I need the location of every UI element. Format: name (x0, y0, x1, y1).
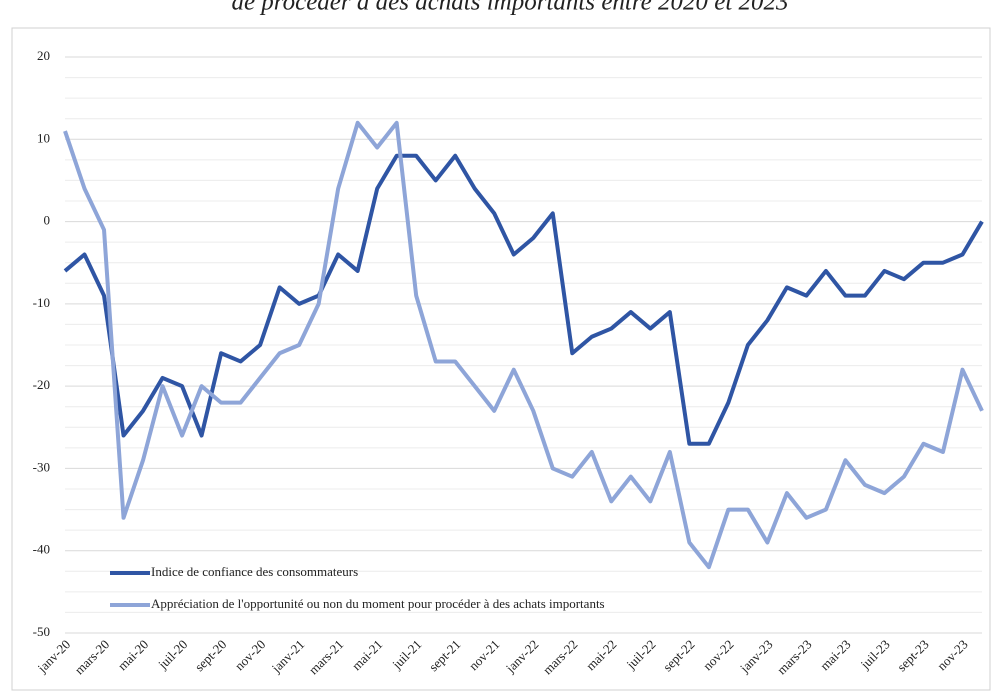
x-tick-label: mars-23 (774, 637, 815, 678)
x-tick-label: mars-20 (72, 637, 113, 678)
x-tick-label: sept-23 (894, 637, 932, 675)
chart-title: de procéder à des achats importants entr… (231, 0, 788, 16)
legend-label: Appréciation de l'opportunité ou non du … (151, 596, 605, 611)
x-tick-label: juil-21 (389, 637, 425, 673)
y-tick-label: -50 (33, 624, 50, 639)
chart-frame (11, 27, 991, 691)
x-tick-label: mai-20 (115, 637, 152, 674)
x-tick-label: nov-23 (934, 637, 971, 674)
x-tick-label: mai-21 (349, 637, 386, 674)
x-tick-label: nov-22 (700, 637, 737, 674)
x-tick-label: nov-20 (232, 637, 269, 674)
y-tick-label: -40 (33, 542, 50, 557)
y-tick-label: 0 (44, 213, 51, 228)
legend-label: Indice de confiance des consommateurs (151, 564, 358, 579)
x-tick-label: juil-23 (857, 637, 893, 673)
x-tick-label: juil-22 (623, 637, 659, 673)
x-tick-label: janv-23 (736, 637, 775, 676)
x-tick-label: mai-23 (817, 637, 854, 674)
y-tick-label: 20 (37, 48, 50, 63)
y-tick-label: -20 (33, 377, 50, 392)
x-tick-label: sept-21 (426, 637, 464, 675)
x-tick-label: janv-22 (502, 637, 541, 676)
series-line (63, 120, 984, 570)
series-line (63, 153, 984, 446)
x-tick-label: janv-20 (34, 637, 73, 676)
x-tick-label: sept-20 (192, 637, 230, 675)
x-tick-label: juil-20 (154, 637, 190, 673)
x-tick-label: sept-22 (660, 637, 698, 675)
x-tick-label: nov-21 (466, 637, 503, 674)
x-tick-label: mars-21 (306, 637, 347, 678)
y-tick-label: 10 (37, 130, 50, 145)
y-tick-label: -30 (33, 459, 50, 474)
x-tick-label: mars-22 (540, 637, 581, 678)
x-tick-label: janv-21 (268, 637, 307, 676)
x-tick-label: mai-22 (583, 637, 620, 674)
y-tick-label: -10 (33, 295, 50, 310)
